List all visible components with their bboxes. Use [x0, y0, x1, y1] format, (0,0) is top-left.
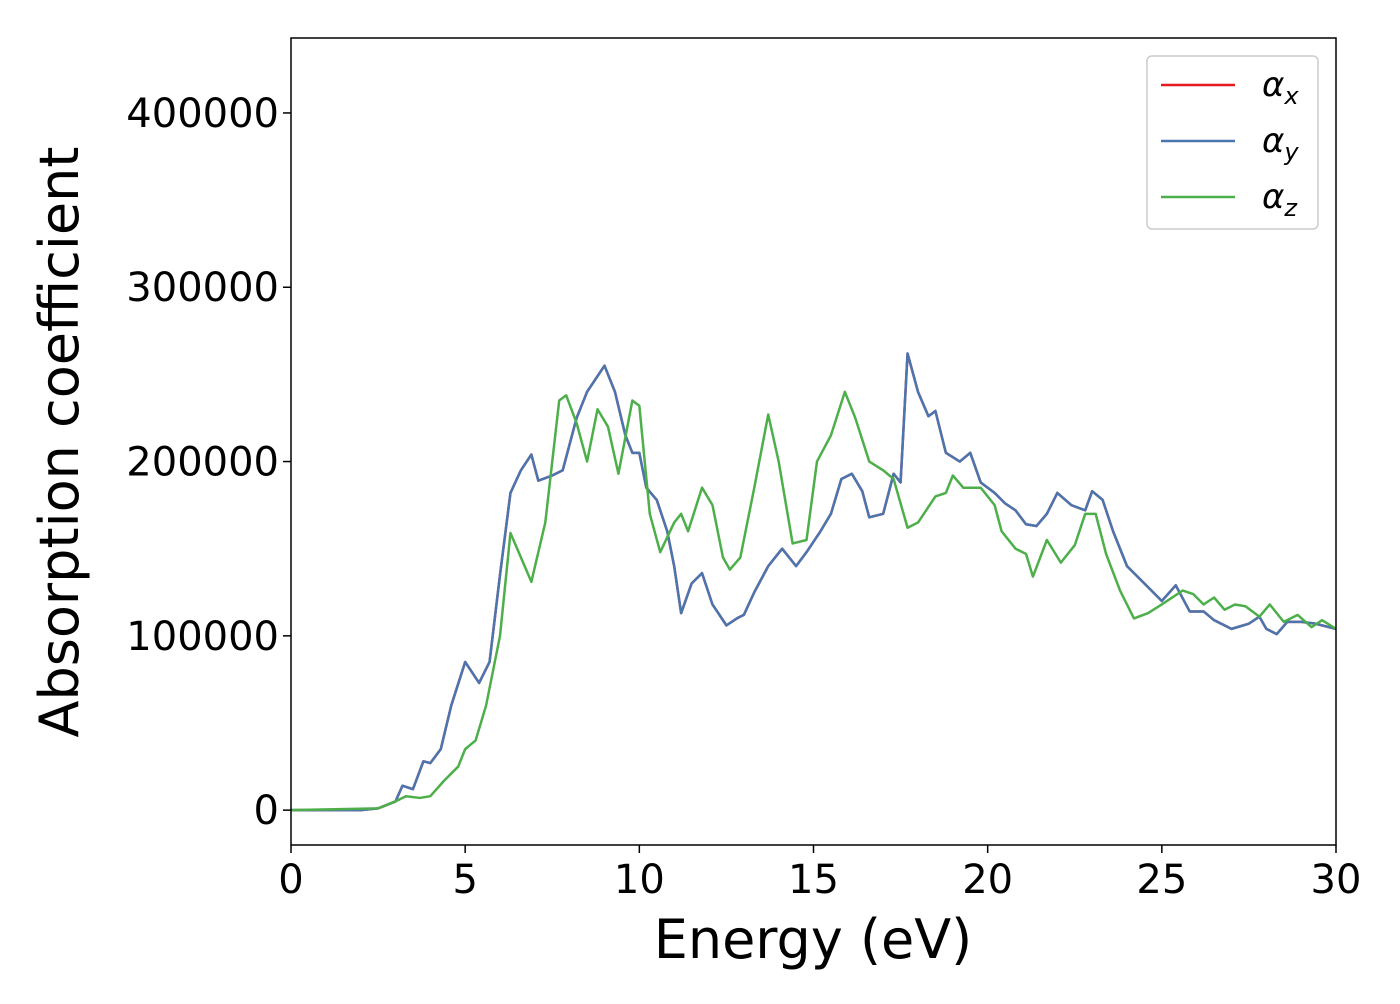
- legend-label: αx: [1262, 65, 1299, 110]
- plot-frame: [290, 37, 1337, 846]
- x-tick-label: 20: [962, 857, 1013, 903]
- y-tick-label: 100000: [126, 614, 279, 660]
- legend-label: αz: [1262, 177, 1298, 222]
- y-tick-label: 200000: [126, 440, 279, 486]
- x-tick-label: 10: [614, 857, 665, 903]
- y-tick-label: 400000: [126, 91, 279, 137]
- x-tick-label: 25: [1136, 857, 1187, 903]
- legend-label: αy: [1262, 121, 1299, 166]
- x-tick-label: 30: [1311, 857, 1362, 903]
- y-axis-label: Absorption coefficient: [28, 147, 91, 738]
- legend: [1146, 55, 1319, 230]
- y-tick-label: 0: [254, 788, 279, 834]
- x-axis-label: Energy (eV): [654, 908, 973, 971]
- y-tick-label: 300000: [126, 265, 279, 311]
- line: [291, 352, 1336, 812]
- x-tick-label: 0: [278, 857, 303, 903]
- x-tick-label: 15: [788, 857, 839, 903]
- x-tick-label: 5: [452, 857, 477, 903]
- line: [291, 390, 1336, 812]
